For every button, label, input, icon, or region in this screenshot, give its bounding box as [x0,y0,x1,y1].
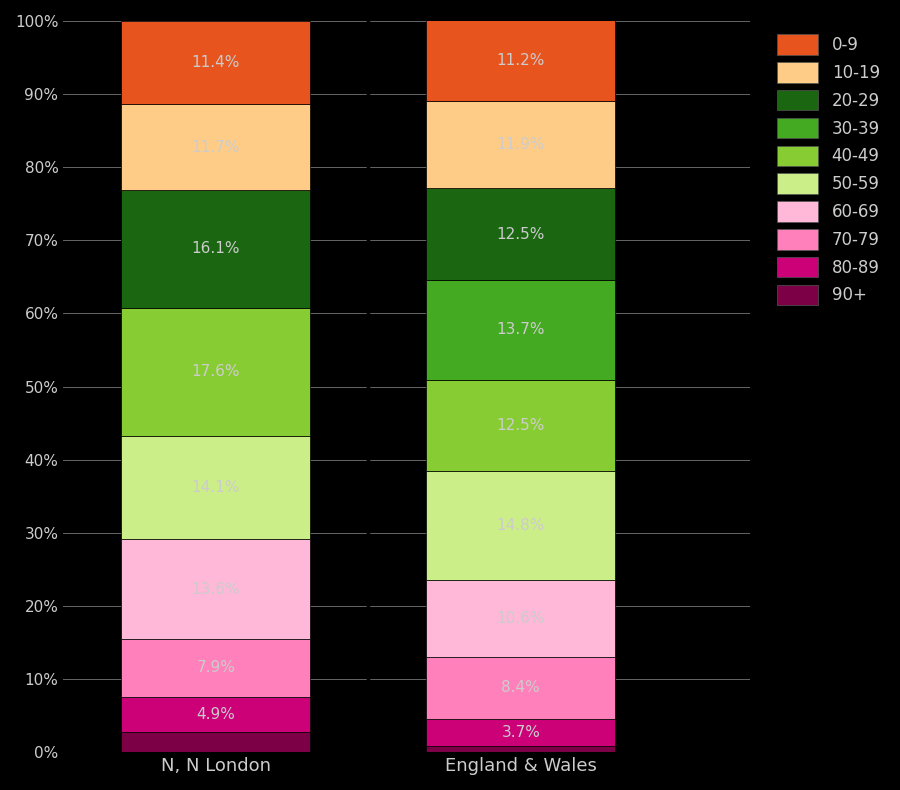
Text: 3.7%: 3.7% [501,724,540,739]
Bar [122,697,310,732]
Bar [427,20,616,101]
Text: 13.6%: 13.6% [192,581,240,596]
Bar [427,101,616,189]
Text: 14.1%: 14.1% [192,480,240,495]
Bar [122,307,310,436]
Text: 14.8%: 14.8% [497,518,545,533]
Bar [427,472,616,580]
Text: 4.9%: 4.9% [196,707,235,722]
Text: 11.4%: 11.4% [192,55,240,70]
Text: 13.7%: 13.7% [497,322,545,337]
Bar [427,657,616,719]
Text: 8.4%: 8.4% [501,680,540,695]
Bar [122,639,310,697]
Bar [122,540,310,639]
Text: 11.7%: 11.7% [192,140,240,155]
Bar [427,580,616,657]
Text: 11.9%: 11.9% [497,137,545,152]
Bar [122,436,310,540]
Text: 12.5%: 12.5% [497,227,545,242]
Bar [427,189,616,280]
Bar [427,380,616,472]
Bar [427,719,616,746]
Text: 16.1%: 16.1% [192,241,240,256]
Text: 11.2%: 11.2% [497,53,545,68]
Bar [122,732,310,752]
Text: 7.9%: 7.9% [196,660,235,675]
Bar [427,746,616,752]
Bar [122,190,310,307]
Bar [122,104,310,190]
Bar [122,21,310,104]
Text: 17.6%: 17.6% [192,364,240,379]
Legend: 0-9, 10-19, 20-29, 30-39, 40-49, 50-59, 60-69, 70-79, 80-89, 90+: 0-9, 10-19, 20-29, 30-39, 40-49, 50-59, … [771,29,885,310]
Bar [427,280,616,380]
Text: 12.5%: 12.5% [497,418,545,433]
Text: 10.6%: 10.6% [497,611,545,626]
